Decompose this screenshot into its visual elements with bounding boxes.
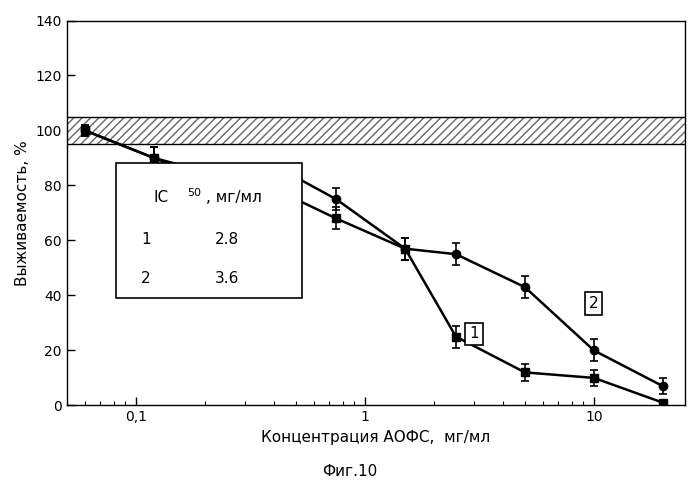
Text: 2.8: 2.8 — [215, 232, 239, 247]
Text: IC: IC — [153, 190, 169, 205]
Y-axis label: Выживаемость, %: Выживаемость, % — [15, 140, 30, 286]
Text: 3.6: 3.6 — [215, 271, 239, 286]
Text: Фиг.10: Фиг.10 — [323, 464, 377, 479]
Text: , мг/мл: , мг/мл — [206, 190, 262, 205]
X-axis label: Концентрация АОФС,  мг/мл: Концентрация АОФС, мг/мл — [261, 430, 491, 445]
Text: 1: 1 — [141, 232, 150, 247]
Text: 2: 2 — [141, 271, 150, 286]
Text: 50: 50 — [188, 188, 202, 198]
FancyBboxPatch shape — [116, 163, 302, 298]
Text: 1: 1 — [469, 326, 479, 341]
Text: 2: 2 — [589, 296, 598, 311]
